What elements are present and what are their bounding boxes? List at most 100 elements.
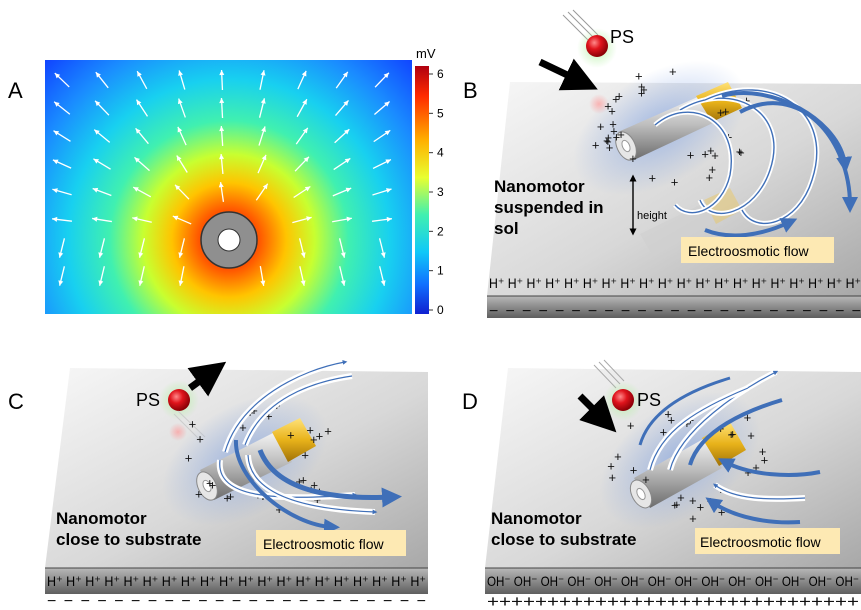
plus-charge: +	[614, 449, 622, 464]
ps-label-d: PS	[637, 390, 661, 410]
plus-charge: +	[642, 472, 650, 487]
plus-charge: +	[195, 487, 203, 502]
ps-label-c: PS	[136, 390, 160, 410]
caption-d-line1: Nanomotor	[491, 509, 582, 528]
field-arrow-head	[262, 183, 268, 190]
field-arrow-head	[54, 101, 60, 107]
flow-loops-b	[653, 87, 858, 238]
plus-charge: +	[630, 462, 638, 477]
plus-charge: +	[603, 133, 611, 148]
flow-arrows-c	[216, 359, 402, 535]
plus-charge: +	[250, 403, 258, 418]
field-arrow-head	[132, 216, 138, 222]
field-arrow-head	[94, 129, 100, 135]
panel-letter-d: D	[462, 389, 478, 414]
colorbar-unit: mV	[416, 46, 436, 61]
plus-charge: +	[265, 409, 273, 424]
field-arrow-head	[260, 70, 266, 76]
field-arrow-head	[137, 71, 142, 77]
ps-label-b: PS	[610, 27, 634, 47]
panel-letter-c: C	[8, 389, 24, 414]
field-arrow-head	[177, 126, 183, 133]
field-arrow-head	[345, 187, 352, 193]
field-arrow-head	[302, 127, 308, 134]
field-arrow-head	[261, 126, 266, 132]
plus-charge: +	[606, 140, 614, 155]
caption-c-line1: Nanomotor	[56, 509, 147, 528]
field-arrow-head	[301, 70, 307, 77]
field-arrow-head	[219, 70, 225, 76]
field-arrow-head	[52, 159, 59, 165]
substrate-side	[487, 296, 861, 318]
plus-charge: +	[608, 103, 616, 118]
caption-d-line2: close to substrate	[491, 530, 637, 549]
plus-charge: +	[671, 175, 679, 190]
field-arrow-head	[178, 252, 184, 258]
ion-row-c: H⁺ H⁺ H⁺ H⁺ H⁺ H⁺ H⁺ H⁺ H⁺ H⁺ H⁺ H⁺ H⁺ H…	[47, 573, 426, 589]
colorbar-tick-label: 2	[437, 224, 444, 238]
plus-charge: +	[717, 105, 725, 120]
plus-charge: +	[711, 148, 719, 163]
plus-charge: +	[673, 497, 681, 512]
field-arrow-head	[175, 184, 181, 191]
field-arrow-head	[342, 71, 348, 78]
field-arrow-head	[303, 156, 309, 163]
plus-charge: +	[664, 407, 672, 422]
field-arrow-head	[386, 188, 392, 193]
plus-charge: +	[744, 410, 752, 425]
field-arrow-head	[92, 216, 98, 222]
plus-charge: +	[706, 170, 714, 185]
field-arrow-head	[302, 99, 307, 105]
plus-charge: +	[592, 138, 600, 153]
plus-charge: +	[615, 89, 623, 104]
field-vector-arrows	[51, 69, 392, 286]
field-arrow-head	[95, 72, 101, 78]
field-arrow-head	[178, 280, 184, 286]
field-arrow-head	[92, 187, 99, 193]
plus-charge: +	[683, 416, 691, 431]
plus-charge: +	[227, 489, 235, 504]
flow-label-box-d	[695, 528, 840, 554]
field-arrow-head	[58, 252, 64, 258]
field-arrow-head	[138, 280, 144, 286]
plus-charge: +	[635, 69, 643, 84]
ion-row-d: OH⁻ OH⁻ OH⁻ OH⁻ OH⁻ OH⁻ OH⁻ OH⁻ OH⁻ OH⁻ …	[487, 573, 859, 589]
field-arrow-head	[340, 280, 346, 286]
colorbar-tick-label: 6	[437, 67, 444, 81]
plus-charge: +	[604, 98, 612, 113]
plus-charge: +	[311, 477, 319, 492]
plus-charge: +	[701, 146, 709, 161]
field-arrow-head	[134, 157, 140, 163]
field-arrow-head	[219, 154, 225, 160]
plus-charge: +	[301, 448, 309, 463]
field-arrow-head	[380, 280, 386, 286]
field-arrow-head	[384, 130, 391, 136]
plus-charge: +	[677, 490, 685, 505]
plus-charge: +	[744, 465, 752, 480]
plus-charge: +	[689, 511, 697, 526]
substrate-side-c	[45, 568, 428, 594]
plus-charge: +	[687, 148, 695, 163]
plus-charge: +	[729, 426, 737, 441]
colorbar-tick-label: 5	[437, 106, 444, 120]
plus-charge: +	[610, 123, 618, 138]
field-arrow-head	[384, 101, 390, 107]
plus-charge: +	[722, 104, 730, 119]
plus-charge: +	[209, 478, 217, 493]
ion-row-b: H⁺ H⁺ H⁺ H⁺ H⁺ H⁺ H⁺ H⁺ H⁺ H⁺ H⁺ H⁺ H⁺ H…	[489, 275, 861, 291]
field-arrow-head	[138, 252, 144, 258]
plus-charge: +	[275, 502, 283, 517]
field-arrow-head	[172, 215, 179, 221]
field-arrow-head	[53, 130, 60, 136]
plus-charge: +	[638, 86, 646, 101]
colorbar-tick-label: 4	[437, 146, 444, 160]
plus-charge: +	[649, 171, 657, 186]
field-arrow-head	[177, 98, 183, 105]
plus-charge: +	[761, 452, 769, 467]
potential-field-map	[45, 60, 412, 314]
panel-c: C H⁺ H⁺ H⁺ H⁺ H⁺ H⁺ H⁺ H⁺ H⁺ H⁺ H⁺ H⁺ H⁺…	[8, 359, 428, 610]
field-arrow-head	[300, 252, 306, 258]
field-arrow-head	[178, 70, 183, 76]
plus-charge: +	[660, 424, 668, 439]
plus-charge: +	[743, 93, 751, 108]
